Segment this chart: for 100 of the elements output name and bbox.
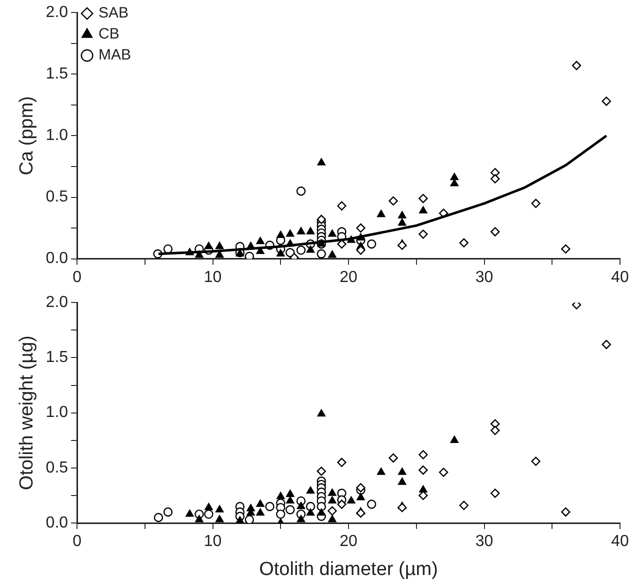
x-tick-label: 20 (340, 268, 358, 286)
point (256, 500, 264, 507)
point (186, 510, 194, 517)
point (377, 468, 386, 475)
point (366, 239, 376, 249)
point (337, 458, 346, 467)
point (306, 508, 315, 516)
point (296, 515, 306, 522)
point (306, 246, 315, 253)
point (154, 512, 164, 522)
point (328, 515, 336, 522)
point (328, 496, 336, 504)
point (317, 409, 326, 416)
point (347, 496, 356, 504)
point (286, 505, 295, 514)
point (244, 252, 254, 259)
point (418, 466, 428, 475)
point (328, 506, 337, 516)
point (236, 516, 244, 523)
point (602, 340, 612, 350)
x-tick-label: 40 (611, 268, 629, 286)
point (398, 218, 406, 226)
point (356, 223, 366, 233)
point (256, 246, 264, 254)
point (296, 186, 306, 196)
point (337, 201, 346, 210)
point (531, 198, 540, 208)
point (531, 456, 540, 466)
point (356, 508, 366, 518)
point (450, 436, 458, 443)
x-tick-label: 30 (475, 533, 494, 550)
x-tick-label: 0 (72, 533, 82, 550)
point (388, 196, 398, 206)
point (328, 230, 336, 237)
point (256, 508, 264, 516)
point (276, 510, 286, 519)
point (328, 250, 336, 258)
y-tick-label: 1.5 (46, 66, 68, 83)
point (490, 419, 500, 428)
point (459, 238, 468, 248)
y-tick-label: 0.0 (46, 250, 68, 268)
y-axis-title: Ca (ppm) (16, 96, 38, 176)
point (328, 488, 336, 496)
y-tick-label: 1.0 (46, 127, 68, 144)
point (306, 227, 315, 234)
legend-label: CB (98, 26, 120, 43)
point (398, 502, 407, 512)
point (490, 227, 500, 236)
point (450, 179, 458, 186)
point (490, 174, 500, 184)
y-tick-label: 0.5 (46, 188, 68, 206)
point (572, 60, 582, 70)
point (306, 502, 316, 512)
point (317, 508, 326, 516)
y-tick-label: 0.0 (46, 514, 68, 532)
point (204, 510, 214, 519)
point (398, 478, 406, 485)
point (296, 502, 306, 510)
point (377, 210, 386, 218)
point (265, 502, 274, 512)
point (286, 230, 294, 237)
point (418, 450, 428, 460)
point (602, 96, 612, 106)
legend-label: SAB (98, 4, 129, 22)
point (366, 500, 376, 509)
point (490, 426, 500, 436)
point (195, 515, 204, 522)
point (256, 236, 264, 244)
point (204, 242, 213, 250)
point (337, 500, 346, 509)
point (356, 493, 365, 500)
point (163, 244, 173, 254)
point (438, 468, 448, 477)
y-tick-label: 2.0 (46, 4, 68, 22)
point (316, 249, 326, 258)
x-tick-label: 10 (204, 268, 222, 286)
point (398, 211, 406, 218)
point (276, 230, 285, 238)
x-tick-label: 30 (475, 268, 494, 286)
point (296, 246, 306, 255)
point (276, 492, 285, 500)
point (490, 488, 500, 498)
point (356, 483, 366, 492)
point (316, 502, 326, 512)
y-tick-label: 0.5 (46, 459, 68, 476)
point (276, 249, 285, 256)
point (561, 244, 570, 254)
point (418, 230, 428, 239)
y-axis-title: Otolith weight (µg) (16, 336, 38, 490)
point (244, 515, 254, 523)
x-tick-label: 0 (72, 268, 82, 286)
point (561, 507, 570, 517)
point (419, 485, 428, 493)
x-tick-label: 40 (611, 533, 629, 550)
legend-label: MAB (98, 46, 132, 64)
point (216, 505, 224, 512)
y-tick-label: 1.0 (46, 404, 68, 422)
y-tick-label: 2.0 (46, 294, 68, 312)
point (398, 468, 406, 475)
point (418, 194, 428, 204)
